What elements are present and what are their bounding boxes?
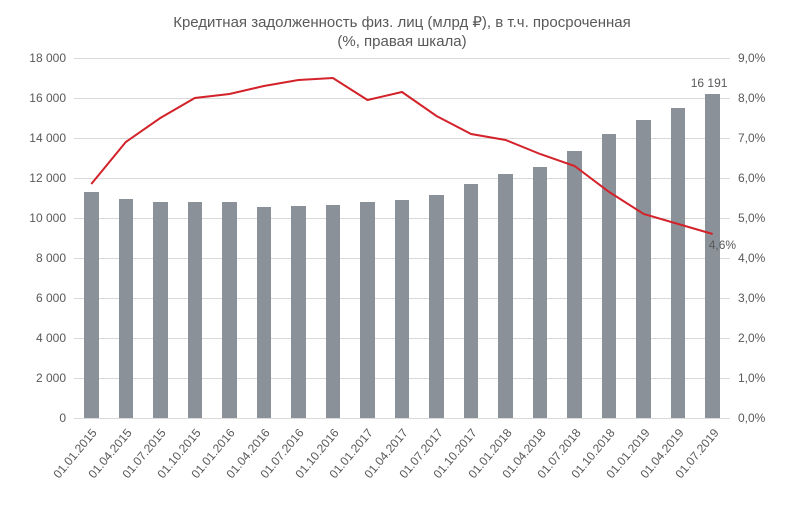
chart-title-line2: (%, правая шкала) [50, 33, 754, 52]
y-left-axis: 02 0004 0006 0008 00010 00012 00014 0001… [10, 58, 66, 418]
y-right-tick-label: 3,0% [738, 291, 794, 305]
y-left-tick-label: 8 000 [10, 251, 66, 265]
chart-container: Кредитная задолженность физ. лиц (млрд ₽… [0, 0, 804, 521]
y-right-tick-label: 5,0% [738, 211, 794, 225]
y-left-tick-label: 2 000 [10, 371, 66, 385]
y-left-tick-label: 14 000 [10, 131, 66, 145]
y-right-tick-label: 4,0% [738, 251, 794, 265]
chart-title-line1: Кредитная задолженность физ. лиц (млрд ₽… [50, 14, 754, 33]
y-right-tick-label: 0,0% [738, 411, 794, 425]
y-left-tick-label: 10 000 [10, 211, 66, 225]
y-right-axis: 0,0%1,0%2,0%3,0%4,0%5,0%6,0%7,0%8,0%9,0% [738, 58, 794, 418]
last-line-data-label: 4,6% [709, 238, 736, 252]
plot-area: 16 191 4,6% [74, 58, 730, 419]
chart-title: Кредитная задолженность физ. лиц (млрд ₽… [50, 14, 754, 52]
line-layer [74, 58, 730, 418]
y-left-tick-label: 12 000 [10, 171, 66, 185]
last-bar-data-label: 16 191 [691, 76, 728, 90]
y-left-tick-label: 4 000 [10, 331, 66, 345]
y-left-tick-label: 0 [10, 411, 66, 425]
y-right-tick-label: 6,0% [738, 171, 794, 185]
y-right-tick-label: 7,0% [738, 131, 794, 145]
y-right-tick-label: 9,0% [738, 51, 794, 65]
y-left-tick-label: 18 000 [10, 51, 66, 65]
plot-outer: 0 2 000 4 000 6 000 8 000 10 000 12 000 14 000 1… [10, 58, 794, 498]
y-right-tick-label: 1,0% [738, 371, 794, 385]
y-right-tick-label: 8,0% [738, 91, 794, 105]
y-left-tick-label: 6 000 [10, 291, 66, 305]
y-right-tick-label: 2,0% [738, 331, 794, 345]
y-left-tick-label: 16 000 [10, 91, 66, 105]
trend-line [91, 78, 712, 234]
x-axis: 01.01.201501.04.201501.07.201501.10.2015… [74, 420, 730, 498]
grid-line [74, 418, 730, 419]
